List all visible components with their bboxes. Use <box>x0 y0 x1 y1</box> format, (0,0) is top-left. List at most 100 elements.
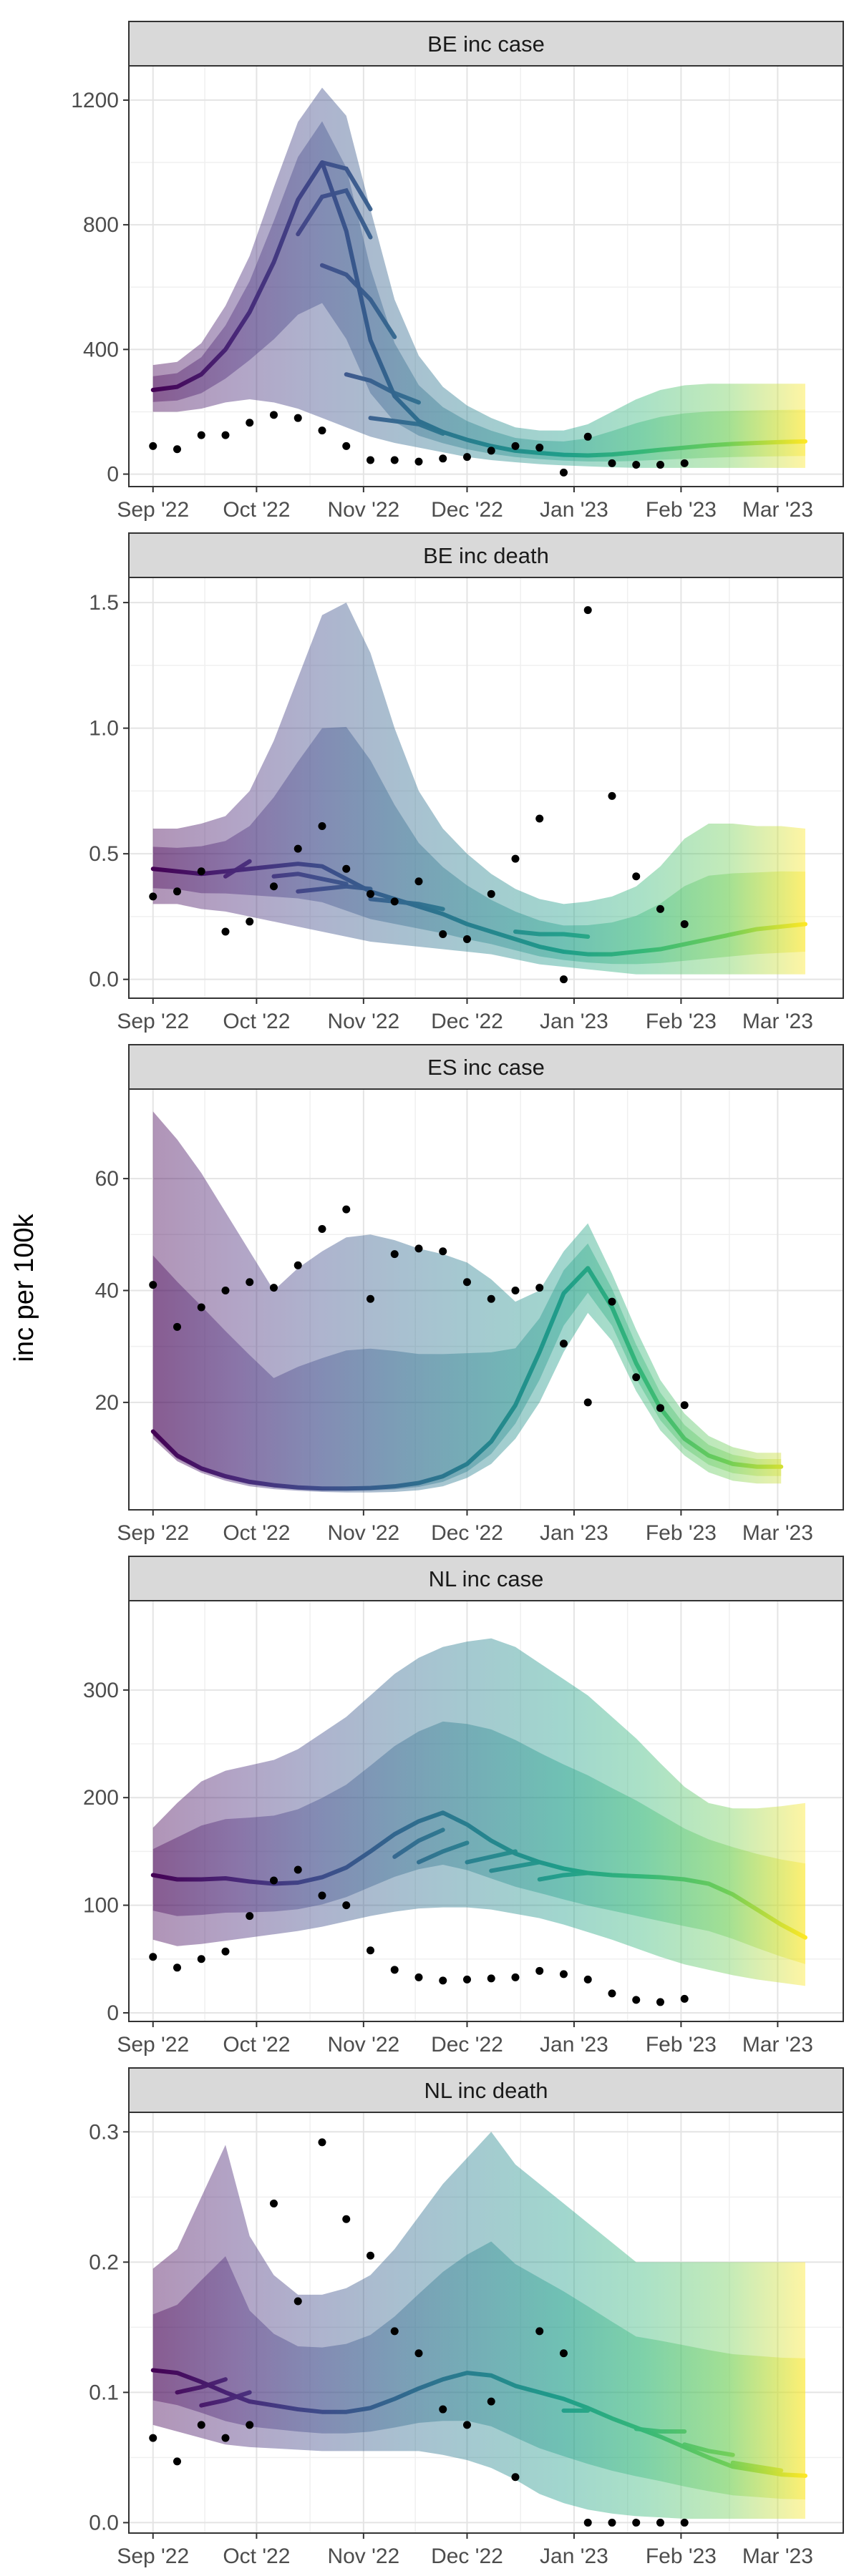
observed-point <box>680 1994 689 2003</box>
forecast-median-line <box>150 1266 784 1491</box>
y-tick-label: 100 <box>83 1894 119 1918</box>
forecast-run-line <box>489 1860 542 1873</box>
observed-point <box>390 1250 399 1259</box>
y-tick-label: 0.1 <box>89 2381 119 2404</box>
y-tick-label: 1.5 <box>89 591 119 615</box>
observed-point <box>487 1974 495 1983</box>
observed-point <box>149 2434 157 2442</box>
observed-point <box>269 1876 278 1885</box>
observed-point <box>680 459 689 467</box>
observed-point <box>366 2251 374 2260</box>
observed-point <box>318 426 326 435</box>
observed-point <box>462 2421 471 2429</box>
observed-point <box>293 1865 302 1874</box>
observed-point <box>366 1294 374 1303</box>
observed-point <box>342 864 351 873</box>
x-tick-label: Nov '22 <box>327 2545 399 2568</box>
observed-point <box>439 1976 447 1985</box>
observed-point <box>680 919 689 928</box>
observed-point <box>414 1973 423 1981</box>
observed-point <box>149 1281 157 1289</box>
x-tick-label: Mar '23 <box>742 2545 813 2568</box>
observed-point <box>173 445 181 454</box>
y-tick-label: 20 <box>95 1391 119 1415</box>
observed-point <box>366 1946 374 1955</box>
facet-strip <box>128 21 844 67</box>
x-tick-label: Dec '22 <box>431 2033 503 2057</box>
x-tick-label: Oct '22 <box>223 1521 290 1545</box>
observed-point <box>197 1955 205 1963</box>
observed-point <box>390 2327 399 2336</box>
observed-point <box>608 459 616 467</box>
y-tick-label: 60 <box>95 1167 119 1191</box>
observed-point <box>439 930 447 938</box>
y-tick-label: 0 <box>107 2001 119 2025</box>
observed-point <box>487 1294 495 1303</box>
observed-point <box>511 441 520 450</box>
x-tick-label: Sep '22 <box>117 2033 189 2057</box>
observed-point <box>511 1973 520 1981</box>
observed-point <box>246 1912 254 1921</box>
y-tick-label: 400 <box>83 338 119 361</box>
forecast-median-line <box>150 1810 807 1940</box>
observed-point <box>656 2518 664 2527</box>
observed-point <box>535 814 544 823</box>
x-tick-label: Nov '22 <box>327 2033 399 2057</box>
observed-point <box>559 975 568 984</box>
observed-point <box>559 2349 568 2358</box>
observed-point <box>462 1278 471 1287</box>
observed-point <box>487 447 495 455</box>
x-tick-label: Mar '23 <box>742 2033 813 2057</box>
observed-point <box>293 414 302 422</box>
forecast-run-line <box>175 2377 228 2395</box>
observed-point <box>559 1970 568 1979</box>
forecast-median-line <box>150 160 807 458</box>
observed-point <box>197 2421 205 2429</box>
observed-point <box>608 2518 616 2527</box>
observed-point <box>414 877 423 886</box>
observed-point <box>342 441 351 450</box>
x-tick-label: Oct '22 <box>223 498 290 522</box>
x-tick-label: Dec '22 <box>431 498 503 522</box>
forecast-inner-band <box>152 1243 782 1491</box>
observed-point <box>293 1261 302 1269</box>
observed-point <box>414 1244 423 1253</box>
y-tick-label: 0.0 <box>89 968 119 992</box>
facet-title: NL inc case <box>429 1566 544 1591</box>
observed-point <box>511 854 520 863</box>
observed-point <box>269 2199 278 2207</box>
observed-point <box>221 1947 230 1956</box>
x-tick-label: Feb '23 <box>646 2545 717 2568</box>
observed-point <box>318 822 326 831</box>
observed-point <box>632 1373 641 1382</box>
y-tick-label: 40 <box>95 1279 119 1302</box>
panel-border <box>128 65 844 487</box>
observed-point <box>318 1891 326 1900</box>
x-tick-label: Feb '23 <box>646 498 717 522</box>
y-tick-label: 1200 <box>71 89 119 112</box>
observed-point <box>173 1963 181 1972</box>
observed-point <box>293 844 302 853</box>
y-tick-label: 0.2 <box>89 2250 119 2274</box>
panel-border <box>128 2112 844 2534</box>
observed-point <box>366 889 374 898</box>
forecast-run-line <box>199 2390 252 2408</box>
observed-point <box>269 882 278 891</box>
facet-strip <box>128 1044 844 1090</box>
x-tick-label: Oct '22 <box>223 1010 290 1033</box>
observed-point <box>511 1286 520 1294</box>
forecast-run-line <box>513 929 591 939</box>
x-tick-label: Feb '23 <box>646 2033 717 2057</box>
observed-point <box>439 2405 447 2414</box>
observed-point <box>197 867 205 876</box>
forecast-run-line <box>296 884 373 894</box>
observed-point <box>656 904 664 913</box>
observed-point <box>632 1996 641 2004</box>
forecast-run-line <box>730 2460 784 2473</box>
observed-point <box>487 2397 495 2406</box>
forecast-inner-band <box>152 726 805 965</box>
forecast-run-line <box>271 872 349 887</box>
observed-point <box>414 2349 423 2358</box>
forecast-median-line <box>150 862 807 957</box>
observed-point <box>390 897 399 906</box>
